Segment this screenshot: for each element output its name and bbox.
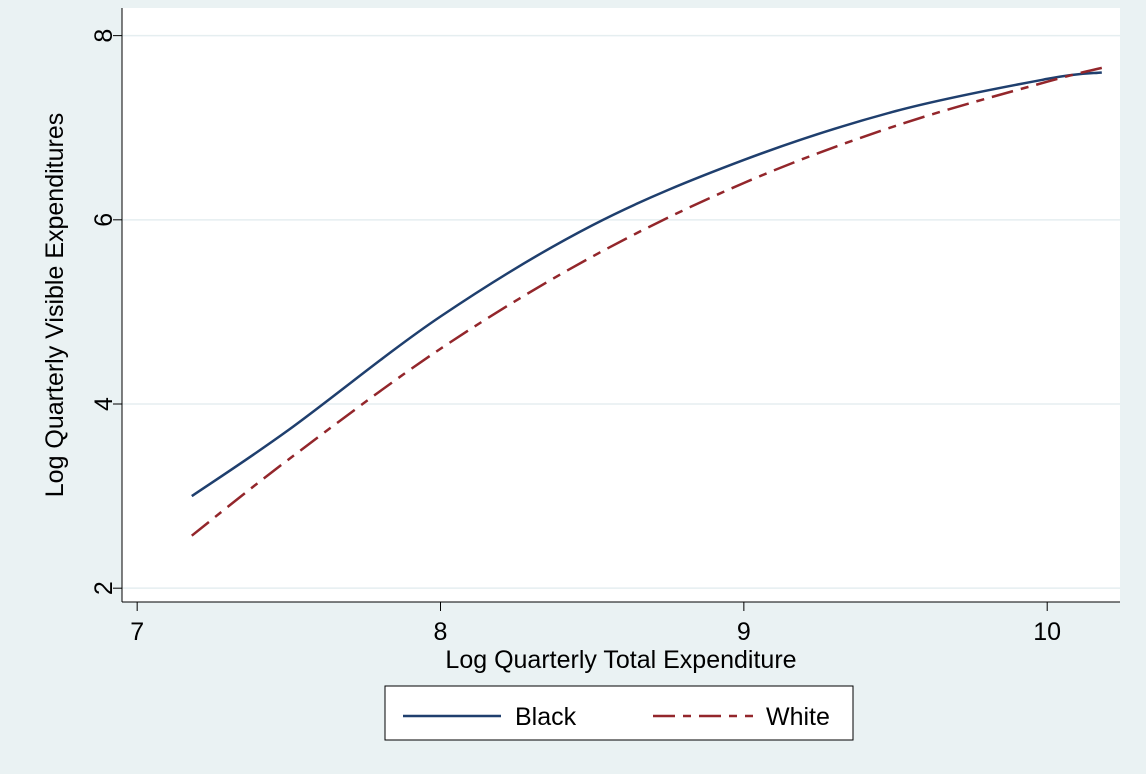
legend-label-white: White	[766, 703, 830, 731]
y-tick-label: 8	[90, 29, 118, 43]
series-line-black	[191, 71, 1102, 498]
y-tick-label: 6	[90, 213, 118, 227]
series-line-white	[190, 66, 1103, 537]
y-tick-label: 4	[90, 397, 118, 411]
y-tick-label: 2	[90, 581, 118, 595]
x-tick-label: 9	[737, 618, 751, 646]
x-tick-label: 10	[1033, 618, 1061, 646]
x-tick-label: 8	[434, 618, 448, 646]
x-axis-label: Log Quarterly Total Expenditure	[445, 646, 796, 674]
legend-box	[384, 685, 854, 741]
plot-area	[122, 8, 1120, 602]
x-tick-label: 7	[130, 618, 144, 646]
y-axis-label: Log Quarterly Visible Expenditures	[41, 113, 69, 497]
legend-label-black: Black	[515, 703, 577, 731]
legend: Black White	[384, 685, 854, 741]
